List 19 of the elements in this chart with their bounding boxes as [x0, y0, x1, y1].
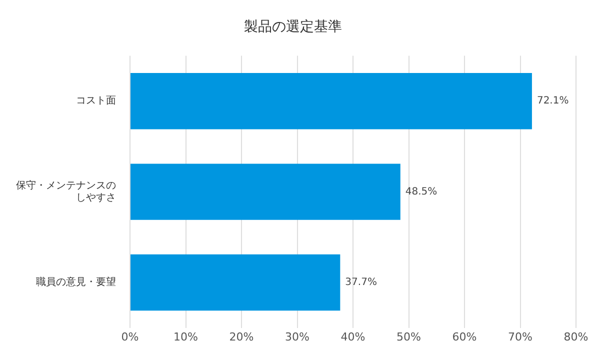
y-tick-label: コスト面	[76, 96, 116, 107]
x-tick-label: 0%	[121, 330, 139, 344]
chart-title: 製品の選定基準	[244, 19, 342, 36]
y-tick-label: 職員の意見・要望	[36, 276, 116, 288]
x-tick-label: 60%	[452, 330, 477, 344]
x-tick-label: 30%	[285, 330, 310, 344]
x-tick-label: 80%	[564, 330, 588, 344]
x-tick-label: 70%	[508, 330, 532, 344]
bar	[130, 164, 400, 220]
x-tick-label: 20%	[229, 330, 254, 344]
x-tick-label: 10%	[174, 330, 198, 344]
x-tick-label: 40%	[340, 330, 366, 344]
bar	[130, 254, 340, 311]
bar	[130, 73, 532, 130]
y-tick-label: 保守・メンテナンスのしやすさ	[16, 179, 116, 204]
data-label: 48.5%	[405, 186, 438, 198]
data-label: 37.7%	[345, 277, 377, 288]
data-label: 72.1%	[536, 96, 569, 107]
x-tick-label: 50%	[396, 330, 421, 344]
